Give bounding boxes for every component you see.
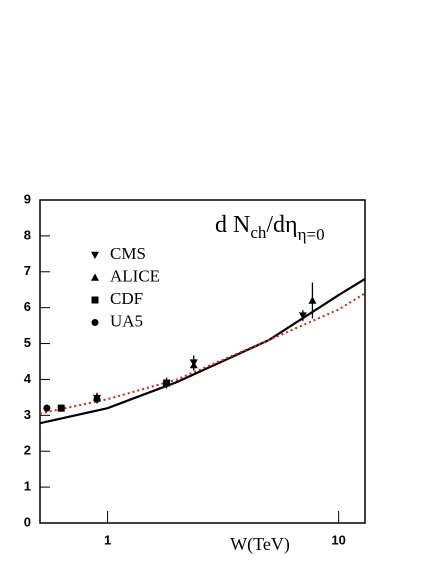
y-tick-label: 0 [24,514,31,529]
marker [308,296,317,304]
y-tick-label: 9 [24,191,31,206]
legend-marker [91,319,99,326]
y-tick-label: 5 [24,335,31,350]
y-tick-label: 2 [24,443,31,458]
marker [298,312,307,320]
y-tick-label: 6 [24,299,31,314]
marker [57,404,65,412]
x-axis-title: W(TeV) [230,534,290,555]
curve [39,292,366,415]
legend-marker [91,296,99,304]
y-tick-label: 3 [24,407,31,422]
legend-label: CDF [110,289,143,308]
legend-label: CMS [110,244,146,263]
marker [189,361,198,369]
x-tick-label: 1 [104,532,111,547]
annotation-part: η=0 [298,225,325,244]
y-tick-label: 1 [24,479,31,494]
y-tick-label: 8 [24,227,31,242]
legend-marker [91,273,99,281]
annotation-part: /dη [266,212,297,238]
legend-label: ALICE [110,266,160,285]
plot-frame [39,199,366,524]
annotation: d Nch/dηη=0 [215,212,325,244]
legend-marker [91,251,99,259]
annotation-part: d N [215,212,250,238]
y-tick-label: 4 [24,371,32,386]
marker [93,395,101,403]
annotation-part: ch [250,223,267,242]
x-tick-label: 10 [331,532,345,547]
legend-label: UA5 [110,311,143,330]
curve [39,278,366,425]
y-tick-label: 7 [24,263,31,278]
marker [163,379,171,387]
marker [43,404,51,412]
